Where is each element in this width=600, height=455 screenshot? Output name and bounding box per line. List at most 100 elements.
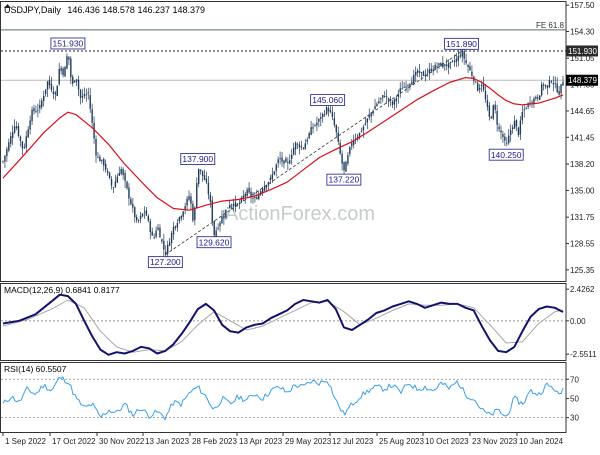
candle-body <box>409 83 411 87</box>
candle-body <box>325 107 328 115</box>
candle-body <box>358 132 361 139</box>
price-panel: FE 61.8 151.930 151.890 145.060 137.900 137.2… <box>0 1 598 282</box>
candle-body <box>552 83 555 85</box>
candle-body <box>151 231 153 236</box>
candle-body <box>170 233 173 244</box>
candle-body <box>513 120 516 129</box>
candle-body <box>141 213 144 217</box>
header-symbol: USDJPY,Daily <box>4 5 61 15</box>
candle-body <box>271 174 274 180</box>
candle-body <box>211 200 213 222</box>
candle-body <box>389 98 392 101</box>
rsi-y-tick-label: 70 <box>570 375 579 384</box>
candle-body <box>168 242 171 246</box>
candle-body <box>362 126 365 131</box>
candle-body <box>511 127 514 130</box>
candle-body <box>159 227 161 238</box>
candle-body <box>426 73 429 75</box>
candle-body <box>27 129 29 138</box>
candle-body <box>449 61 452 64</box>
candle-body <box>70 58 72 78</box>
candle-body <box>407 85 409 87</box>
candle-body <box>436 66 438 68</box>
x-axis: 1 Sep 2022 17 Oct 2022 30 Nov 2022 13 Jan 2… <box>2 432 564 446</box>
candle-body <box>17 126 20 136</box>
candle-body <box>44 89 47 95</box>
candle-body <box>97 156 99 158</box>
candle-body <box>66 56 68 69</box>
candle-body <box>372 110 374 114</box>
candle-body <box>430 68 432 72</box>
candle-body <box>252 197 254 199</box>
candle-body <box>502 134 504 138</box>
candle-body <box>246 189 248 197</box>
candle-body <box>50 83 53 91</box>
candle-body <box>56 85 58 97</box>
candle-body <box>405 86 407 88</box>
candle-body <box>432 69 434 72</box>
candle-body <box>415 71 417 76</box>
macd-main-line <box>2 293 564 356</box>
candle-body <box>194 207 196 220</box>
candle-body <box>120 169 122 174</box>
x-tick-label: 13 Apr 2023 <box>239 437 283 446</box>
candle-body <box>291 154 293 159</box>
price-annotation-label: 127.200 <box>150 257 181 267</box>
candle-body <box>391 101 394 105</box>
candle-body <box>312 127 314 129</box>
candle-body <box>395 98 398 102</box>
candle-body <box>455 58 458 63</box>
candle-body <box>75 79 78 82</box>
candle-body <box>486 99 489 107</box>
x-tick-label: 12 Jul 2023 <box>332 437 374 446</box>
candle-body <box>254 197 256 199</box>
candle-body <box>496 111 498 125</box>
candle-body <box>149 221 151 233</box>
candle-body <box>184 206 186 211</box>
candle-body <box>544 85 547 87</box>
candle-body <box>265 185 268 188</box>
candle-body <box>48 79 51 86</box>
candle-body <box>10 136 12 144</box>
candle-body <box>341 153 343 164</box>
candle-body <box>232 204 235 207</box>
price-y-tick-label: 131.75 <box>570 213 595 222</box>
candle-body <box>351 142 353 147</box>
candle-body <box>29 120 31 130</box>
price-annotation-label: 137.220 <box>329 175 360 185</box>
candle-body <box>209 194 212 202</box>
candle-body <box>242 195 244 199</box>
price-annotation-box <box>488 148 524 161</box>
candle-body <box>263 185 266 191</box>
candle-body <box>180 216 182 219</box>
candle-body <box>540 84 543 96</box>
collapse-arrow-icon[interactable] <box>4 4 11 8</box>
candle-body <box>52 91 55 94</box>
candle-body <box>542 84 545 86</box>
candle-body <box>199 169 202 171</box>
candle-body <box>118 172 120 176</box>
candle-body <box>143 211 146 213</box>
candle-body <box>8 142 10 151</box>
candle-body <box>101 159 103 162</box>
candle-body <box>250 191 252 198</box>
candle-body <box>41 100 43 107</box>
macd-y-tick-label: 2.4262 <box>570 285 595 294</box>
candle-body <box>219 222 221 227</box>
candle-body <box>124 173 126 182</box>
candle-body <box>475 81 477 83</box>
candle-body <box>196 183 198 208</box>
candle-body <box>155 230 157 237</box>
candle-body <box>558 90 560 95</box>
candle-body <box>46 81 49 90</box>
candle-body <box>37 109 39 111</box>
candle-body <box>132 203 134 208</box>
candle-body <box>440 62 442 67</box>
candle-body <box>411 81 413 85</box>
candle-body <box>139 215 142 220</box>
candle-body <box>539 95 541 100</box>
candle-body <box>296 143 299 145</box>
candle-body <box>31 109 33 122</box>
